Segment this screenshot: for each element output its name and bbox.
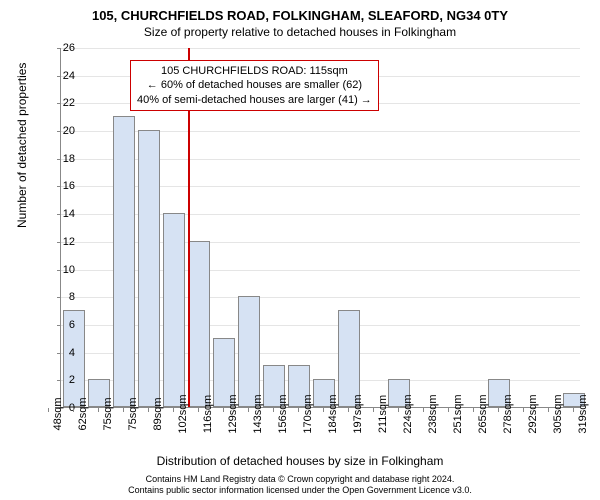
chart-container: 105, CHURCHFIELDS ROAD, FOLKINGHAM, SLEA… — [0, 0, 600, 500]
chart-subtitle: Size of property relative to detached ho… — [0, 23, 600, 39]
annotation-line: 40% of semi-detached houses are larger (… — [137, 93, 372, 107]
x-tick-mark — [473, 408, 474, 412]
y-tick-mark — [57, 214, 61, 215]
x-tick-label: 292sqm — [527, 394, 539, 433]
y-tick-label: 22 — [63, 97, 75, 109]
x-tick-label: 278sqm — [502, 394, 514, 433]
x-tick-label: 238sqm — [427, 394, 439, 433]
y-tick-mark — [57, 297, 61, 298]
y-tick-label: 20 — [63, 125, 75, 137]
y-axis-label: Number of detached properties — [15, 63, 29, 228]
x-tick-mark — [123, 408, 124, 412]
chart-title: 105, CHURCHFIELDS ROAD, FOLKINGHAM, SLEA… — [0, 0, 600, 23]
y-tick-mark — [57, 242, 61, 243]
annotation-box: 105 CHURCHFIELDS ROAD: 115sqm← 60% of de… — [130, 60, 379, 111]
y-tick-mark — [57, 76, 61, 77]
x-tick-mark — [198, 408, 199, 412]
y-tick-label: 18 — [63, 153, 75, 165]
footer-line-1: Contains HM Land Registry data © Crown c… — [0, 474, 600, 485]
footer-line-2: Contains public sector information licen… — [0, 485, 600, 496]
y-tick-label: 26 — [63, 42, 75, 54]
x-tick-label: 265sqm — [477, 394, 489, 433]
y-tick-label: 16 — [63, 180, 75, 192]
x-tick-mark — [98, 408, 99, 412]
x-tick-label: 156sqm — [277, 394, 289, 433]
x-tick-mark — [298, 408, 299, 412]
x-tick-mark — [173, 408, 174, 412]
plot-area: 105 CHURCHFIELDS ROAD: 115sqm← 60% of de… — [60, 48, 580, 408]
x-tick-label: 89sqm — [152, 397, 164, 430]
x-tick-label: 251sqm — [452, 394, 464, 433]
y-tick-mark — [57, 48, 61, 49]
y-tick-mark — [57, 186, 61, 187]
y-tick-mark — [57, 270, 61, 271]
x-tick-mark — [223, 408, 224, 412]
x-tick-mark — [248, 408, 249, 412]
x-tick-label: 170sqm — [302, 394, 314, 433]
x-tick-label: 143sqm — [252, 394, 264, 433]
histogram-bar — [113, 116, 135, 407]
histogram-bar — [163, 213, 185, 407]
y-tick-label: 12 — [63, 236, 75, 248]
annotation-line: ← 60% of detached houses are smaller (62… — [137, 78, 372, 92]
x-axis-label: Distribution of detached houses by size … — [0, 454, 600, 468]
y-tick-mark — [57, 353, 61, 354]
x-tick-mark — [48, 408, 49, 412]
x-tick-mark — [523, 408, 524, 412]
x-tick-label: 197sqm — [352, 394, 364, 433]
x-tick-label: 224sqm — [402, 394, 414, 433]
x-tick-mark — [73, 408, 74, 412]
histogram-bar — [238, 296, 260, 407]
histogram-bar — [188, 241, 210, 407]
x-tick-label: 102sqm — [177, 394, 189, 433]
x-tick-mark — [548, 408, 549, 412]
x-tick-mark — [398, 408, 399, 412]
y-tick-label: 2 — [69, 374, 75, 386]
x-tick-mark — [448, 408, 449, 412]
y-tick-label: 24 — [63, 70, 75, 82]
x-tick-label: 305sqm — [552, 394, 564, 433]
y-tick-mark — [57, 103, 61, 104]
x-tick-label: 116sqm — [202, 395, 214, 433]
x-tick-label: 48sqm — [52, 397, 64, 430]
x-tick-mark — [273, 408, 274, 412]
histogram-bar — [338, 310, 360, 407]
x-tick-mark — [573, 408, 574, 412]
y-tick-mark — [57, 380, 61, 381]
x-tick-mark — [148, 408, 149, 412]
x-tick-label: 211sqm — [377, 395, 389, 433]
footer-attribution: Contains HM Land Registry data © Crown c… — [0, 474, 600, 496]
y-tick-label: 8 — [69, 291, 75, 303]
x-tick-mark — [423, 408, 424, 412]
x-tick-label: 75sqm — [127, 397, 139, 430]
x-tick-label: 75sqm — [102, 397, 114, 430]
x-tick-mark — [498, 408, 499, 412]
annotation-line: 105 CHURCHFIELDS ROAD: 115sqm — [137, 64, 372, 78]
gridline — [61, 48, 580, 49]
x-tick-label: 129sqm — [227, 394, 239, 433]
histogram-bar — [138, 130, 160, 407]
x-tick-label: 62sqm — [77, 397, 89, 430]
x-tick-label: 184sqm — [327, 394, 339, 433]
x-tick-mark — [348, 408, 349, 412]
y-tick-label: 10 — [63, 264, 75, 276]
x-tick-label: 319sqm — [577, 394, 589, 433]
y-tick-label: 6 — [69, 319, 75, 331]
y-tick-mark — [57, 159, 61, 160]
x-tick-mark — [373, 408, 374, 412]
y-tick-mark — [57, 325, 61, 326]
y-tick-label: 14 — [63, 208, 75, 220]
y-tick-label: 4 — [69, 347, 75, 359]
y-tick-mark — [57, 131, 61, 132]
x-tick-mark — [323, 408, 324, 412]
